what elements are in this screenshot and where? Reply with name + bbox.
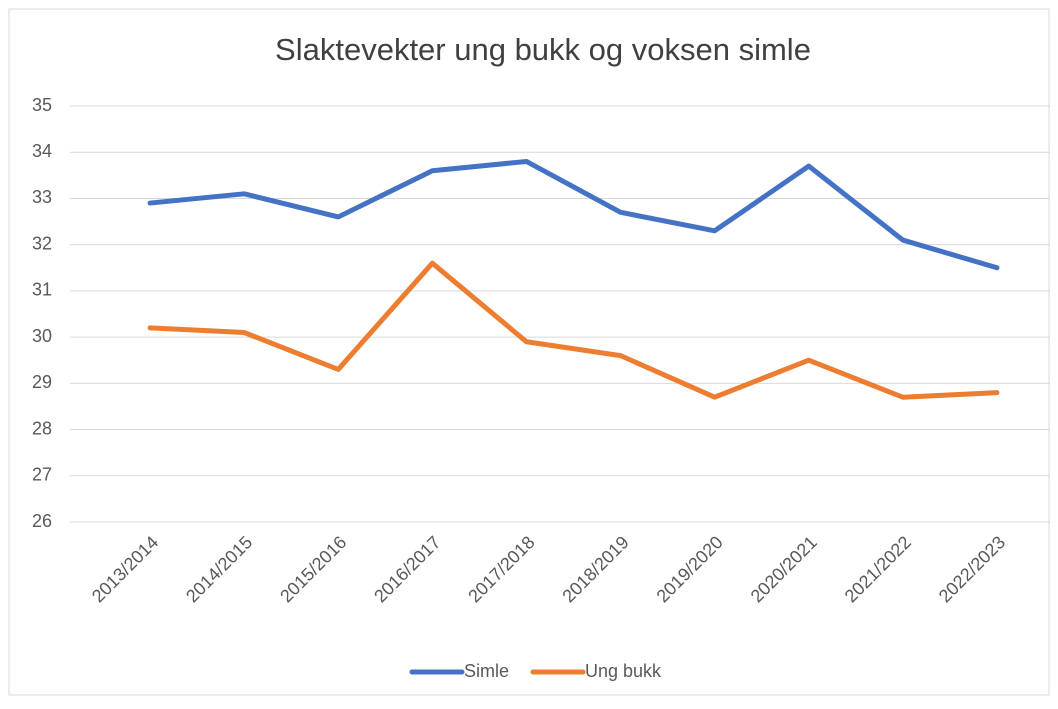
y-tick-label: 33	[32, 187, 52, 207]
y-tick-label: 29	[32, 372, 52, 392]
legend-label: Ung bukk	[585, 661, 662, 681]
y-tick-label: 32	[32, 233, 52, 253]
y-tick-label: 35	[32, 95, 52, 115]
y-tick-label: 34	[32, 141, 52, 161]
y-tick-label: 28	[32, 418, 52, 438]
y-tick-label: 30	[32, 326, 52, 346]
line-series	[147, 158, 1000, 271]
y-tick-label: 27	[32, 465, 52, 485]
y-tick-label: 26	[32, 511, 52, 531]
y-tick-label: 31	[32, 280, 52, 300]
chart-border	[8, 8, 1050, 696]
legend-label: Simle	[464, 661, 509, 681]
line-series	[147, 260, 1000, 400]
chart-title: Slaktevekter ung bukk og voksen simle	[275, 32, 811, 67]
